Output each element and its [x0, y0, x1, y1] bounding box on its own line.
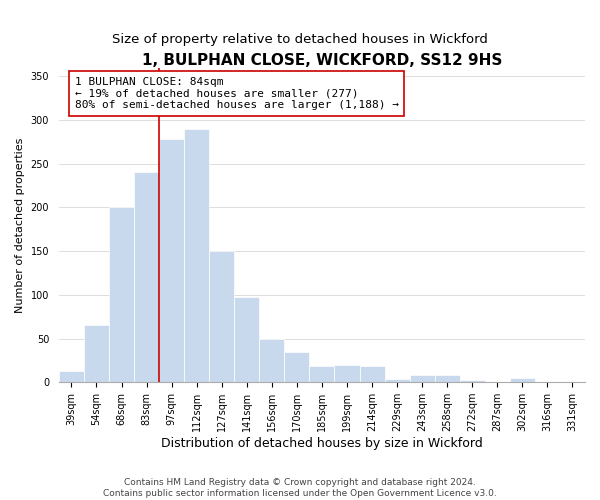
- Bar: [410, 375, 434, 382]
- Bar: [359, 366, 385, 382]
- Bar: [209, 251, 234, 382]
- Bar: [334, 364, 359, 382]
- Bar: [284, 352, 310, 382]
- Bar: [460, 380, 485, 382]
- Bar: [385, 378, 410, 382]
- Text: Size of property relative to detached houses in Wickford: Size of property relative to detached ho…: [112, 32, 488, 46]
- Text: 1 BULPHAN CLOSE: 84sqm
← 19% of detached houses are smaller (277)
80% of semi-de: 1 BULPHAN CLOSE: 84sqm ← 19% of detached…: [74, 77, 398, 110]
- Bar: [310, 366, 334, 382]
- Text: Contains HM Land Registry data © Crown copyright and database right 2024.
Contai: Contains HM Land Registry data © Crown c…: [103, 478, 497, 498]
- Bar: [259, 340, 284, 382]
- Bar: [510, 378, 535, 382]
- Bar: [59, 371, 84, 382]
- X-axis label: Distribution of detached houses by size in Wickford: Distribution of detached houses by size …: [161, 437, 483, 450]
- Bar: [184, 128, 209, 382]
- Bar: [109, 208, 134, 382]
- Bar: [84, 326, 109, 382]
- Title: 1, BULPHAN CLOSE, WICKFORD, SS12 9HS: 1, BULPHAN CLOSE, WICKFORD, SS12 9HS: [142, 52, 502, 68]
- Y-axis label: Number of detached properties: Number of detached properties: [15, 137, 25, 312]
- Bar: [434, 375, 460, 382]
- Bar: [159, 139, 184, 382]
- Bar: [134, 172, 159, 382]
- Bar: [234, 298, 259, 382]
